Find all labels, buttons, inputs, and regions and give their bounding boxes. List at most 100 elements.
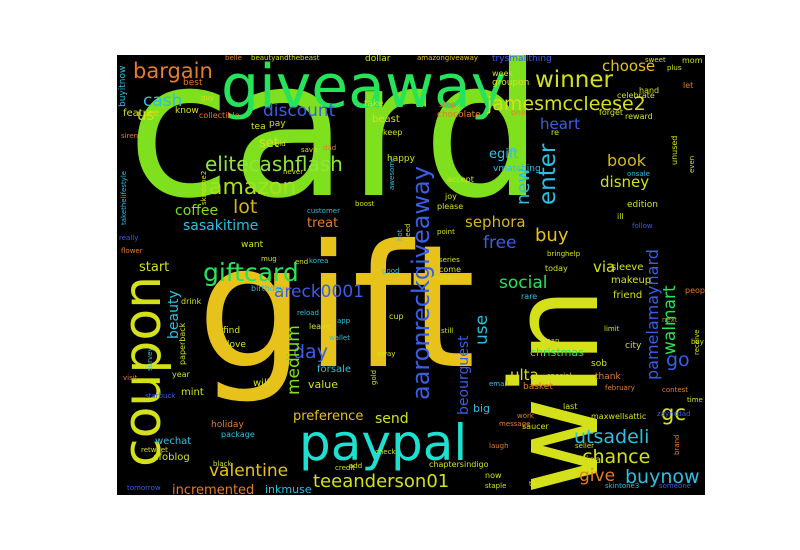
word-brand: brand bbox=[673, 434, 681, 456]
word-skintone2: skintone2 bbox=[200, 170, 208, 205]
word-send: send bbox=[375, 411, 409, 427]
word-retweet: retweet bbox=[141, 446, 168, 454]
word-help: help bbox=[565, 250, 581, 258]
word-chocolate: chocolate bbox=[437, 110, 481, 120]
word-come: come bbox=[439, 265, 462, 274]
word-leave: leave bbox=[309, 322, 331, 331]
word-someone: someone bbox=[659, 482, 692, 490]
word-book: book bbox=[607, 151, 646, 170]
word-paperback: paperback bbox=[178, 322, 187, 365]
word-amazon: amazon bbox=[209, 175, 297, 200]
word-dollar: dollar bbox=[365, 55, 391, 64]
word-seller: seller bbox=[575, 442, 595, 450]
word-sob: sob bbox=[591, 359, 607, 369]
word-takethelifestyle: takethelifestyle bbox=[120, 170, 128, 225]
word-via: via bbox=[593, 258, 616, 276]
word-re: re bbox=[551, 128, 560, 137]
word-makeup: makeup bbox=[611, 275, 652, 286]
word-ill: ill bbox=[617, 212, 624, 221]
word-pamelamaynard: pamelamaynard bbox=[643, 249, 662, 380]
word-sweet: sweet bbox=[645, 56, 666, 64]
word-elitecashflash: elitecashflash bbox=[205, 152, 343, 176]
word-forsale: forsale bbox=[317, 364, 352, 375]
word-gold: gold bbox=[370, 369, 378, 385]
word-drink: drink bbox=[181, 297, 202, 306]
word-bargain: bargain bbox=[133, 59, 213, 83]
word-message: message bbox=[499, 420, 531, 428]
word-amazongiveaway: amazongiveaway bbox=[417, 55, 479, 62]
word-gift: gift bbox=[197, 209, 476, 407]
word-buyitnow: buyitnow bbox=[118, 65, 128, 107]
word-feature: feature bbox=[123, 108, 160, 119]
word-save: save bbox=[301, 146, 318, 154]
word-valentine: valentine bbox=[209, 461, 289, 481]
word-old: old bbox=[275, 140, 286, 148]
word-discount: discount bbox=[263, 101, 336, 121]
word-stop: stop bbox=[439, 100, 457, 109]
word-mom: mom bbox=[682, 56, 703, 65]
word-rare: rare bbox=[521, 292, 538, 301]
word-starbuck: starbuck bbox=[145, 392, 176, 400]
word-laugh: laugh bbox=[489, 442, 509, 450]
word-gc: gc bbox=[661, 401, 686, 425]
word-coffee: coffee bbox=[175, 203, 219, 219]
word-people: people bbox=[685, 286, 705, 295]
word-know: know bbox=[175, 106, 199, 116]
word-onsale: onsale bbox=[627, 170, 650, 178]
word-tea: tea bbox=[251, 122, 266, 132]
word-big: big bbox=[473, 402, 491, 415]
word-keep: keep bbox=[383, 128, 403, 137]
word-end: end bbox=[295, 258, 309, 266]
word-wechat: wechat bbox=[155, 436, 192, 447]
word-credit: credit bbox=[335, 464, 356, 472]
word-belle: belle bbox=[225, 55, 242, 62]
word-add: add bbox=[349, 462, 363, 470]
word-unused: unused bbox=[670, 135, 679, 165]
word-bring: bring bbox=[547, 250, 566, 258]
word-email: email bbox=[489, 380, 509, 388]
word-last: last bbox=[563, 402, 578, 411]
word-happy: happy bbox=[387, 154, 415, 164]
word-tomorrow: tomorrow bbox=[127, 484, 161, 492]
word-tell: tell bbox=[529, 480, 540, 488]
word-egift: egift bbox=[489, 147, 519, 162]
word-let: let bbox=[683, 81, 694, 90]
word-dad: dad bbox=[323, 144, 337, 152]
word-holiday: holiday bbox=[211, 420, 244, 430]
word-skintone3: skintone3 bbox=[605, 482, 640, 490]
word-contest: contest bbox=[662, 386, 689, 394]
word-customer: customer bbox=[307, 207, 340, 215]
word-heart: heart bbox=[540, 115, 580, 133]
word-day: day bbox=[293, 341, 328, 363]
word-giveaway: giveaway bbox=[221, 55, 507, 122]
word-series: series bbox=[439, 256, 460, 264]
word-find: find bbox=[223, 326, 241, 336]
word-away: away bbox=[377, 350, 396, 358]
word-one: one bbox=[511, 108, 526, 117]
word-edition: edition bbox=[627, 200, 658, 210]
word-take: take bbox=[364, 99, 384, 109]
word-areck0001: areck0001 bbox=[274, 282, 364, 302]
word-plus: plus bbox=[667, 64, 682, 72]
word-aaronreckgiveaway: aaronreckgiveaway bbox=[407, 166, 435, 400]
word-buynow: buynow bbox=[625, 466, 700, 488]
word-zayncdad: zayncdad bbox=[657, 410, 691, 418]
word-accept: accept bbox=[447, 175, 474, 184]
word-even: even bbox=[688, 155, 696, 173]
word-chaptersindigo: chaptersindigo bbox=[429, 460, 489, 469]
word-mug: mug bbox=[261, 255, 277, 263]
word-good: good bbox=[382, 267, 400, 275]
word-enter: enter bbox=[535, 143, 561, 205]
word-incremented: incremented bbox=[172, 483, 255, 495]
word-free: free bbox=[483, 233, 517, 253]
word-beast: beast bbox=[372, 114, 400, 125]
word-winner: winner bbox=[535, 67, 613, 93]
word-trysmallthing: trysmallthing bbox=[492, 55, 552, 64]
word-card: card bbox=[127, 55, 544, 240]
word-saucer: saucer bbox=[522, 422, 549, 431]
word-mint: mint bbox=[181, 387, 204, 398]
word-will: will bbox=[253, 378, 270, 389]
word-lot: lot bbox=[233, 196, 258, 218]
word-money: money bbox=[432, 274, 456, 282]
word-reload: reload bbox=[297, 309, 319, 317]
